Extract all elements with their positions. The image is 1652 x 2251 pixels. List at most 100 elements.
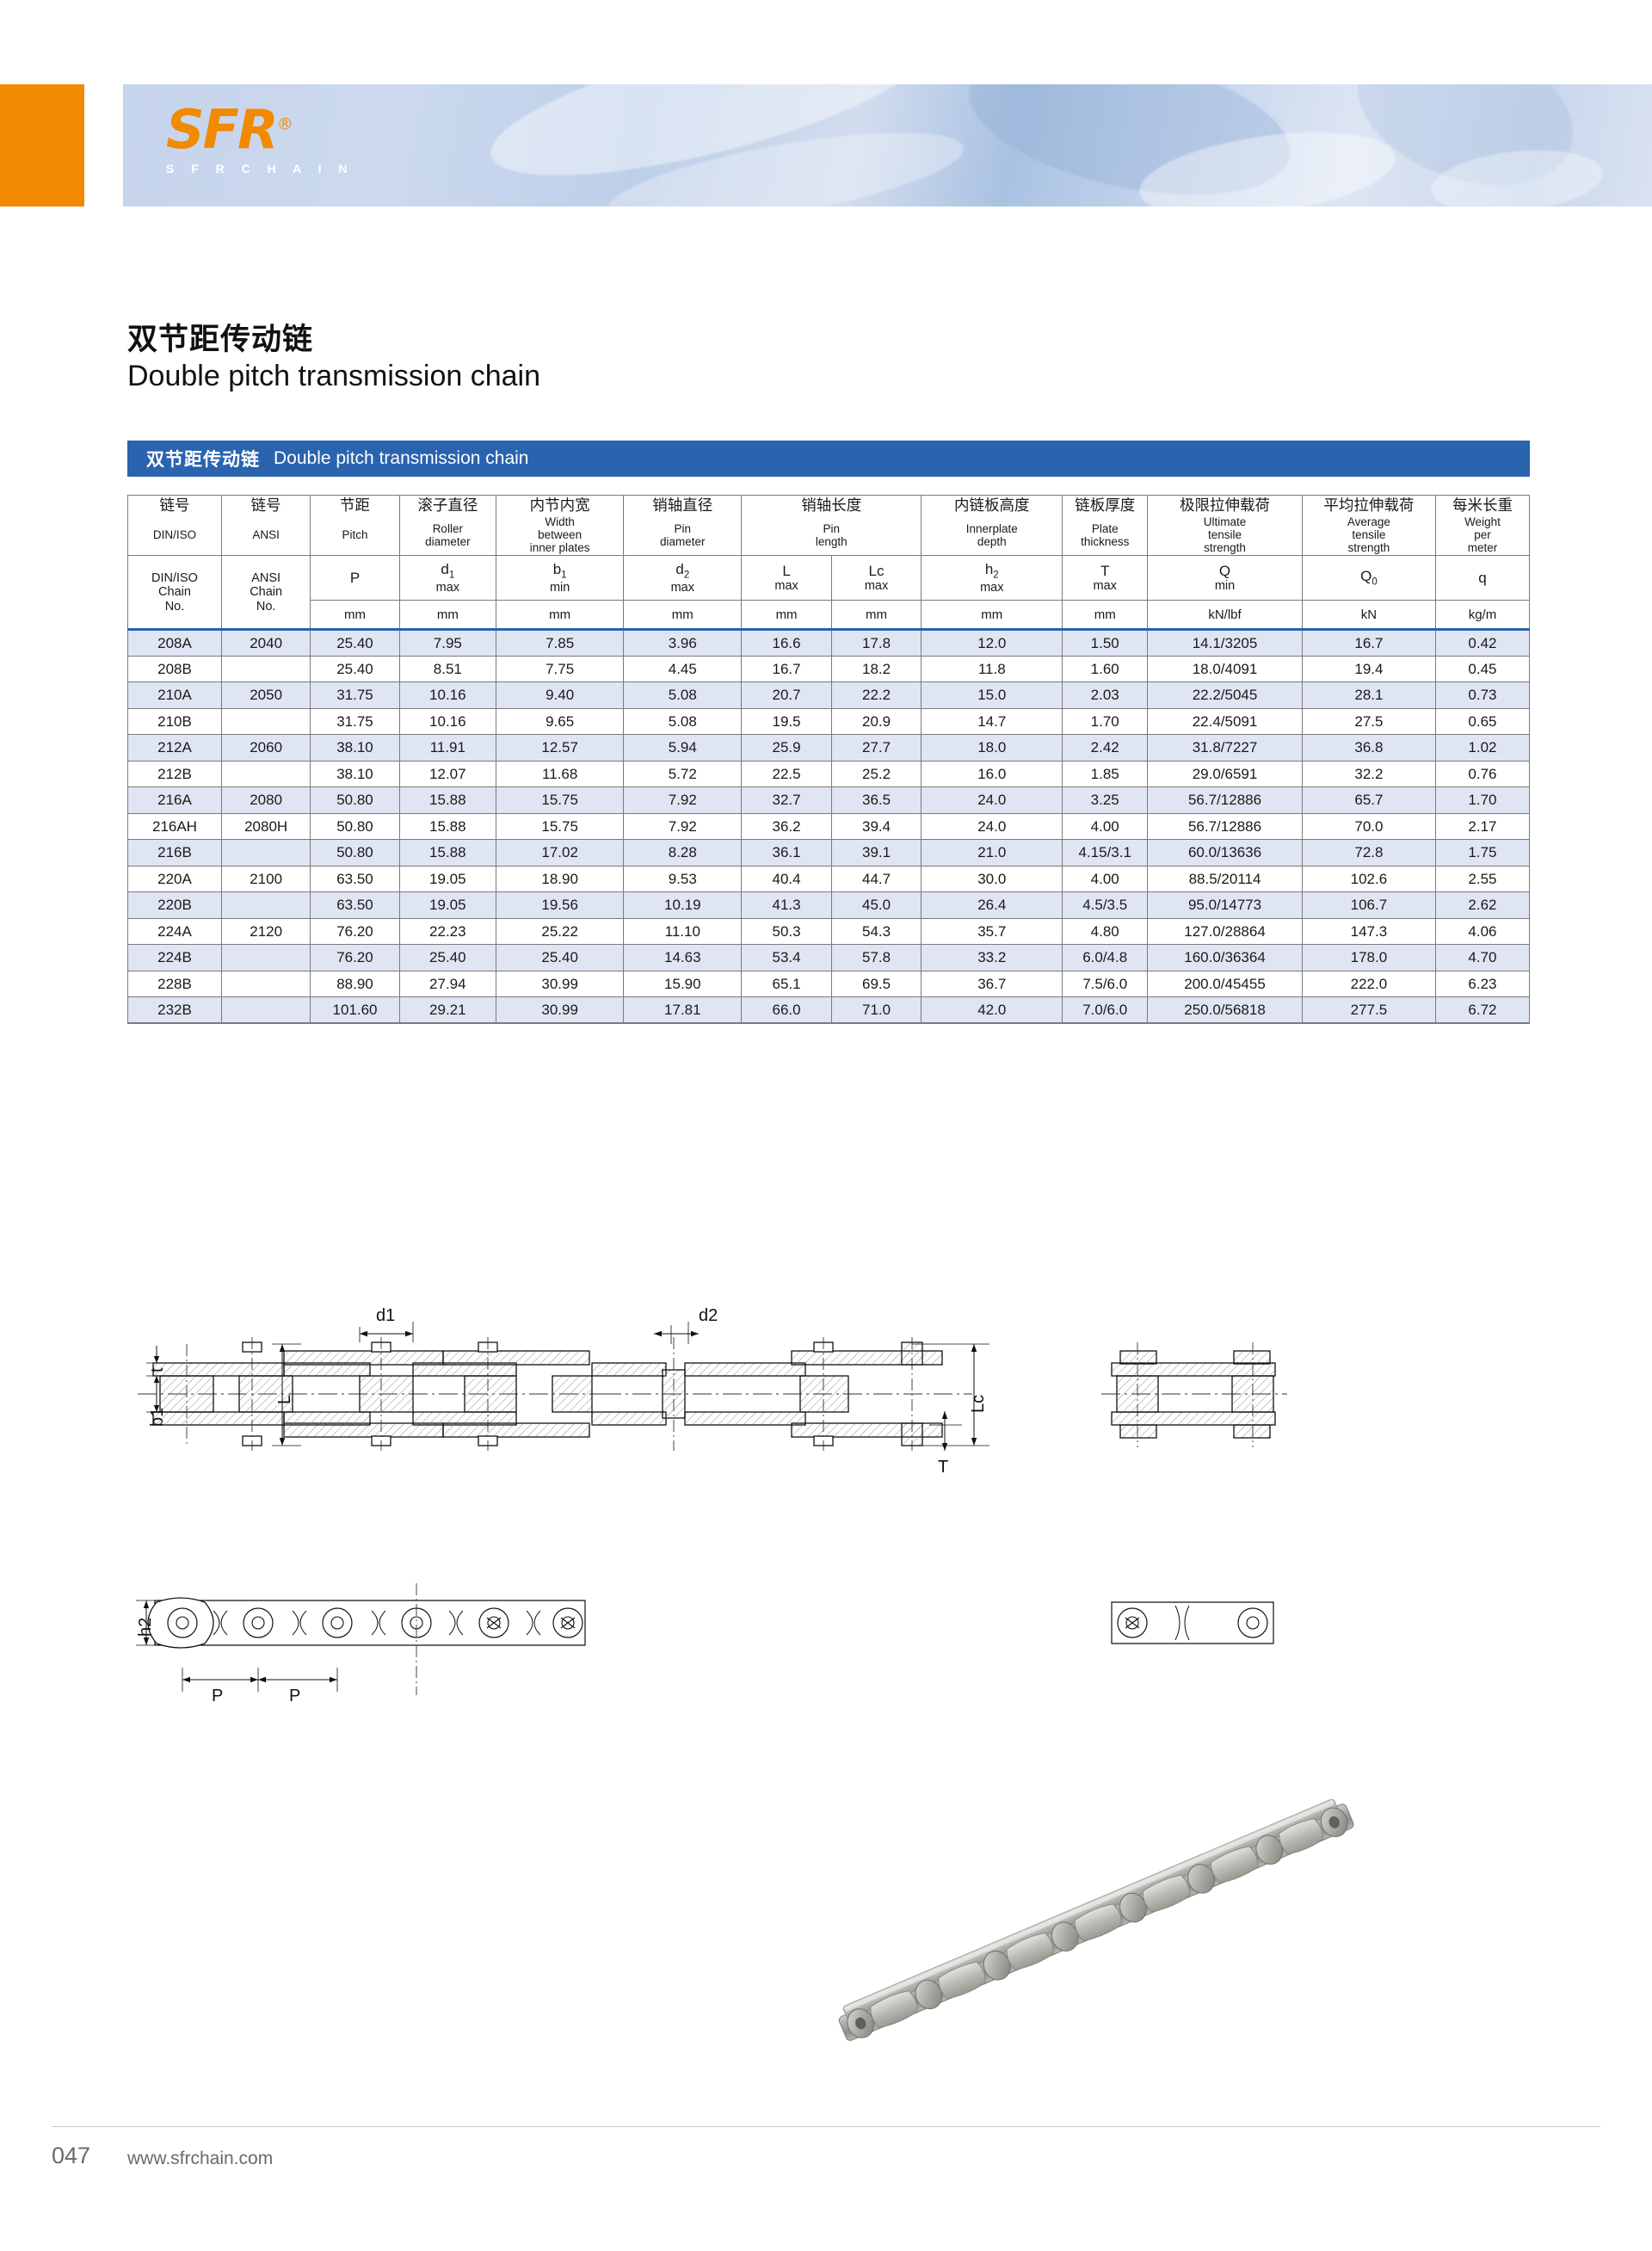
cell-d1: 7.95 [398,628,497,657]
unit-b1: mm [495,600,625,631]
cell-d1: 27.94 [398,970,497,998]
cell-d2: 8.28 [623,839,743,866]
cell-din_iso: 216AH [127,812,222,841]
unit-d1: mm [398,600,497,631]
cell-d2: 3.96 [623,628,743,657]
symbol-d1: d1 max [398,555,497,601]
cell-d1: 15.88 [398,839,497,866]
unit-pitch: mm [310,600,400,631]
cell-b1: 25.22 [495,917,625,946]
cell-Q: 160.0/36364 [1147,944,1303,971]
cell-h2: 30.0 [921,865,1063,893]
cell-din_iso: 220A [127,865,222,893]
cell-pitch: 25.40 [310,655,400,683]
cell-din_iso: 210B [127,707,222,736]
col-header-en-pin-length: Pin length [741,515,922,557]
cell-h2: 24.0 [921,786,1063,814]
cell-b1: 17.02 [495,839,625,866]
cell-ansi [220,891,311,919]
cell-b1: 25.40 [495,944,625,971]
cell-h2: 12.0 [921,628,1063,657]
drawing-plan-view [147,1597,586,1649]
cell-L: 41.3 [741,891,832,919]
cell-ansi [220,944,311,971]
cell-L: 36.1 [741,839,832,866]
cell-din_iso: 232B [127,996,222,1025]
cell-q: 1.75 [1434,839,1531,866]
cell-Lc: 69.5 [830,970,922,998]
unit-Lc: mm [830,600,922,631]
cell-q: 0.76 [1434,760,1531,788]
symbol-b1: b1 min [495,555,625,601]
table-row: 216B 50.80 15.88 17.02 8.28 36.1 39.1 21.0 4.15/… [127,839,1531,866]
cell-pitch: 38.10 [310,760,400,788]
table-row: 212A 2060 38.10 11.91 12.57 5.94 25.9 27.7 18.0 2… [127,734,1531,762]
cell-d1: 12.07 [398,760,497,788]
cell-d2: 14.63 [623,944,743,971]
unit-L: mm [741,600,832,631]
corner-label-ansi: ANSI Chain No. [220,555,311,630]
page-title-en: Double pitch transmission chain [127,360,541,392]
symbol-d2: d2 max [623,555,743,601]
cell-d2: 11.10 [623,917,743,946]
table-row: 216AH 2080H 50.80 15.88 15.75 7.92 36.2 39.4 24.… [127,812,1531,841]
cell-Q0: 65.7 [1301,786,1436,814]
cell-q: 4.70 [1434,944,1531,971]
cell-Q0: 147.3 [1301,917,1436,946]
table-row: 210B 31.75 10.16 9.65 5.08 19.5 20.9 14.7 1.70 22… [127,707,1531,736]
drawing-label-t: t [148,1367,167,1372]
cell-d1: 22.23 [398,917,497,946]
cell-ansi [220,655,311,683]
cell-Lc: 39.1 [830,839,922,866]
cell-Lc: 20.9 [830,707,922,736]
cell-L: 53.4 [741,944,832,971]
cell-pitch: 25.40 [310,628,400,657]
cell-din_iso: 216A [127,786,222,814]
cell-d2: 9.53 [623,865,743,893]
unit-Q0: kN [1301,600,1436,631]
cell-ansi [220,996,311,1025]
cell-Lc: 39.4 [830,812,922,841]
cell-Lc: 17.8 [830,628,922,657]
cell-T: 1.50 [1062,628,1149,657]
cell-L: 36.2 [741,812,832,841]
cell-q: 0.42 [1434,628,1531,657]
cell-T: 1.70 [1062,707,1149,736]
cell-d2: 4.45 [623,655,743,683]
cell-q: 6.23 [1434,970,1531,998]
cell-ansi: 2080 [220,786,311,814]
cell-d2: 7.92 [623,786,743,814]
cell-h2: 14.7 [921,707,1063,736]
col-header-cn-average-tensile: 平均拉伸载荷 [1301,495,1436,515]
cell-b1: 30.99 [495,996,625,1025]
logo-wordmark: SFR® [166,103,293,157]
col-header-en-roller-diameter: Roller diameter [398,515,497,557]
specification-table: 链号 链号 节距 滚子直径 内节内宽 销轴直径 销轴长度 内链板高度 链板厚度 … [127,495,1531,1025]
cell-pitch: 63.50 [310,865,400,893]
cell-din_iso: 208B [127,655,222,683]
drawing-label-d1: d1 [376,1306,396,1325]
cell-b1: 7.75 [495,655,625,683]
cell-Q0: 16.7 [1301,628,1436,657]
cell-Q: 22.2/5045 [1147,681,1303,709]
cell-q: 2.17 [1434,812,1531,841]
cell-Q: 200.0/45455 [1147,970,1303,998]
cell-d2: 5.08 [623,681,743,709]
cell-pitch: 88.90 [310,970,400,998]
cell-q: 1.70 [1434,786,1531,814]
cell-Q0: 70.0 [1301,812,1436,841]
symbol-Q0: Q0 [1301,555,1436,601]
cell-q: 2.62 [1434,891,1531,919]
col-header-cn-din-iso: 链号 [127,495,222,515]
cell-L: 25.9 [741,734,832,762]
col-header-cn-plate-thickness: 链板厚度 [1062,495,1149,515]
logo-text: SFR [166,98,279,161]
cell-Q0: 106.7 [1301,891,1436,919]
header-row-cn: 链号 链号 节距 滚子直径 内节内宽 销轴直径 销轴长度 内链板高度 链板厚度 … [127,495,1531,515]
table-row: 224B 76.20 25.40 25.40 14.63 53.4 57.8 33.2 6.0/… [127,944,1531,971]
cell-Q0: 19.4 [1301,655,1436,683]
page-header-banner: SFR® S F R C H A I N [0,84,1652,207]
col-header-cn-width-inner-plates: 内节内宽 [495,495,625,515]
